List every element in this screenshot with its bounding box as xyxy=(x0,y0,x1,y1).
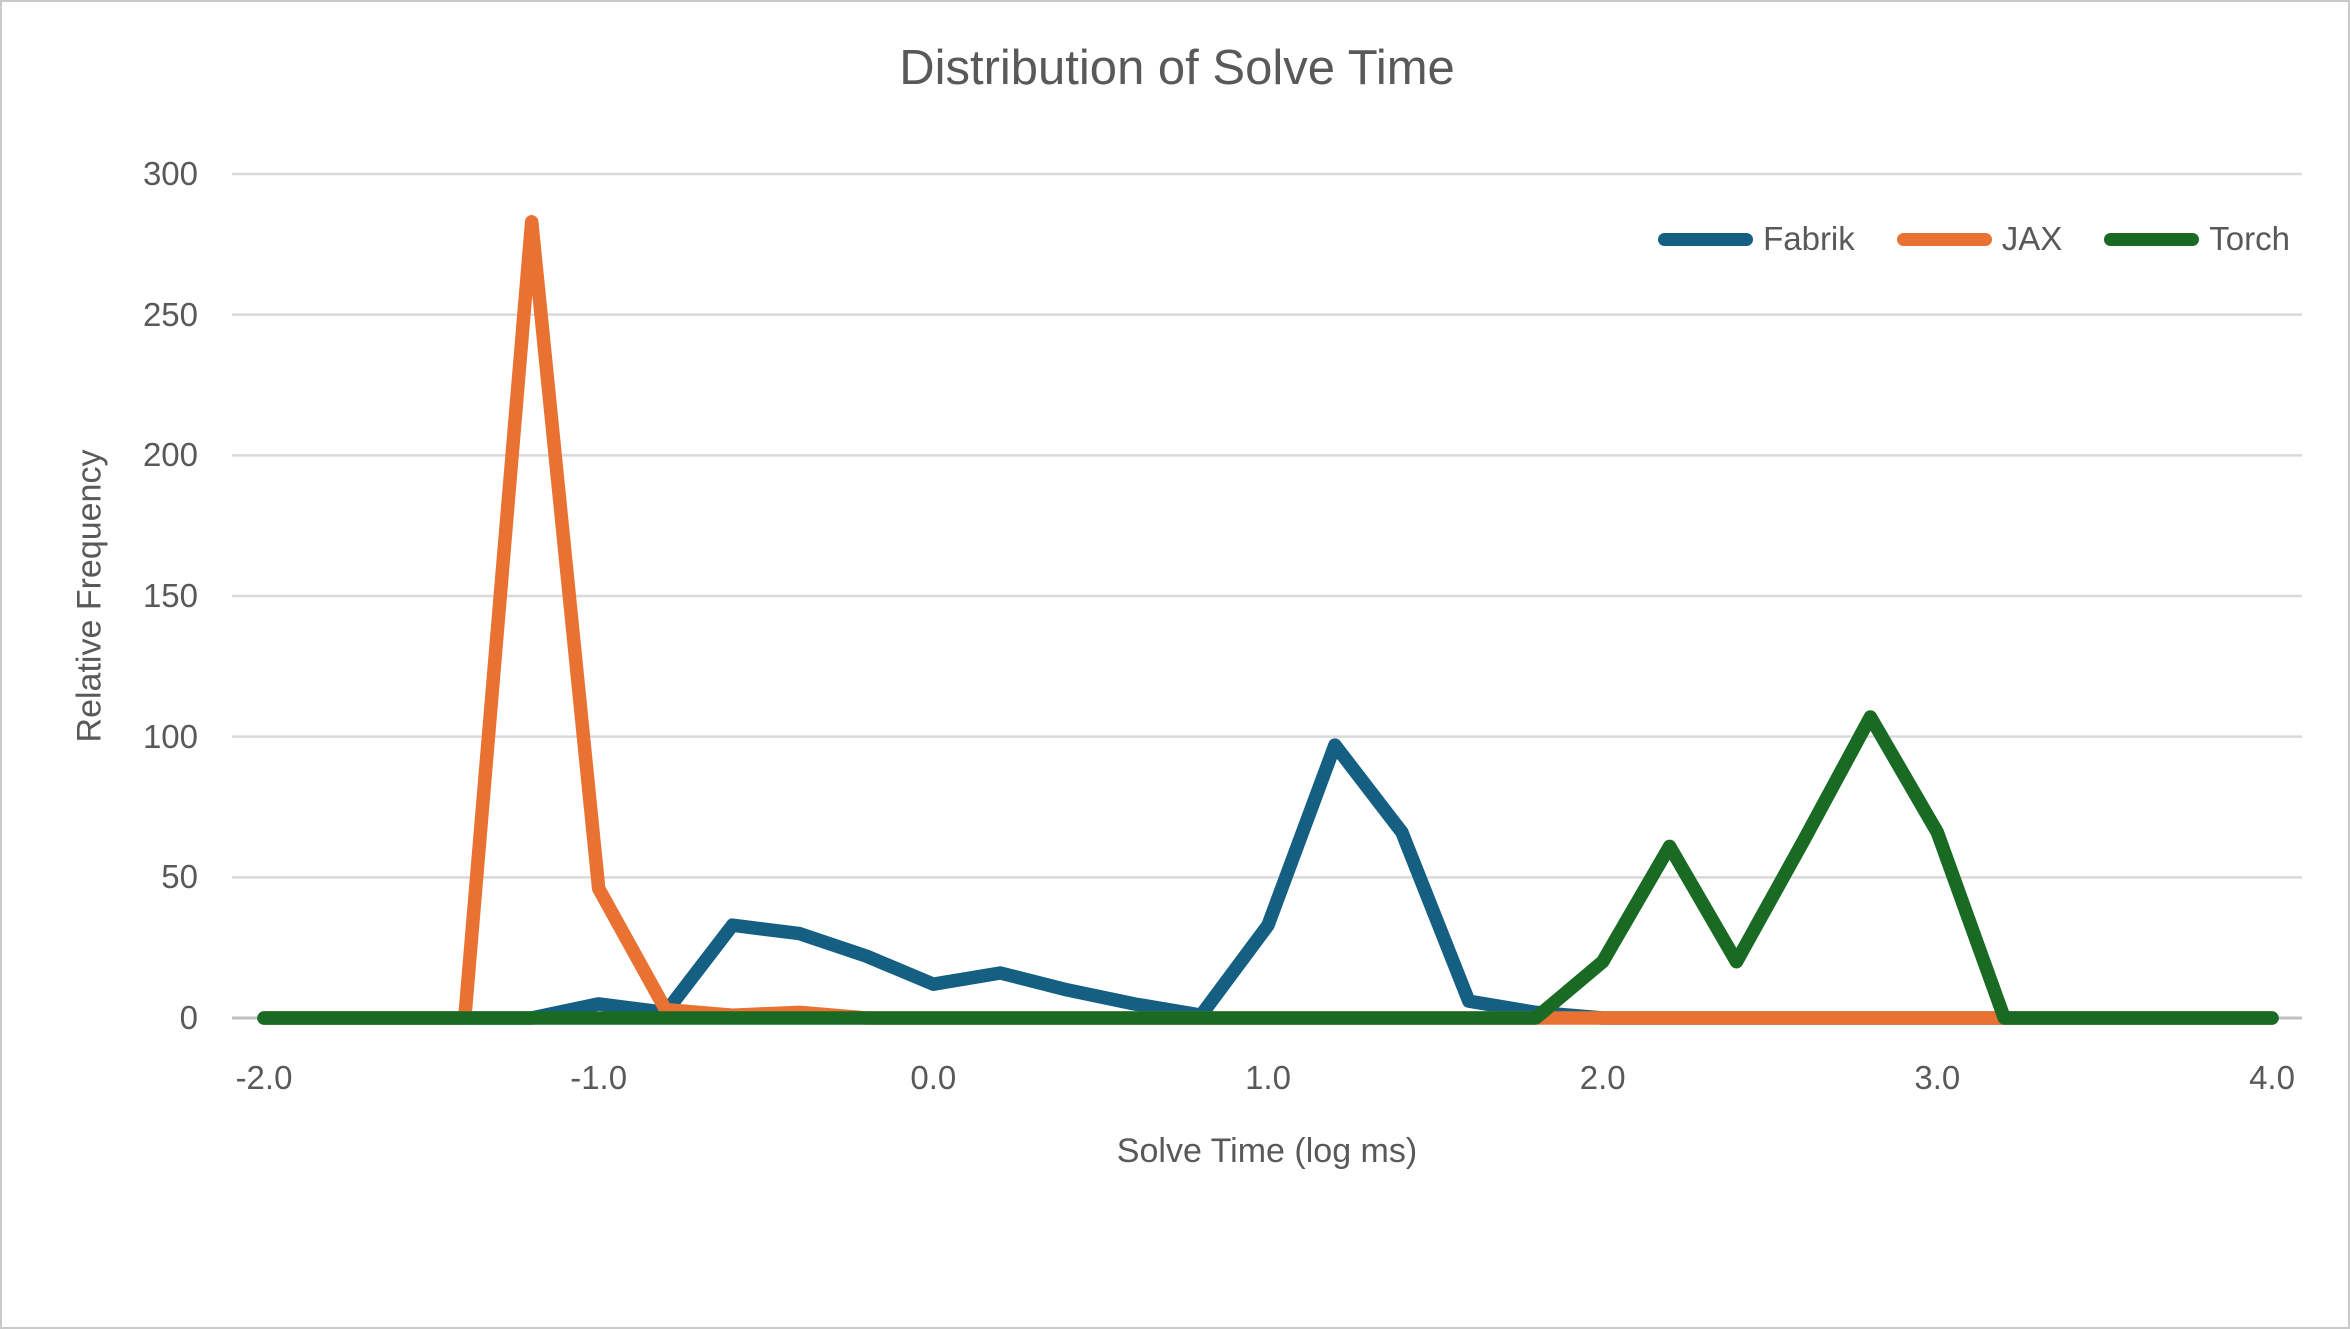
y-tick-label: 250 xyxy=(142,295,198,333)
x-tick-label: 3.0 xyxy=(1914,1059,1961,1096)
jax-line-swatch-icon xyxy=(1896,232,1992,246)
legend-label-fabrik: Fabrik xyxy=(1763,220,1855,257)
x-tick-label: 0.0 xyxy=(910,1059,957,1096)
legend-item-torch: Torch xyxy=(2104,220,2290,258)
legend-label-jax: JAX xyxy=(2001,220,2063,257)
x-tick-label: 1.0 xyxy=(1245,1059,1291,1096)
x-tick-label: 4.0 xyxy=(2249,1059,2295,1096)
series-line-fabrik xyxy=(257,738,2279,1025)
y-tick-label: 50 xyxy=(161,858,198,896)
series-line-torch xyxy=(257,710,2279,1025)
legend: Fabrik JAX Torch xyxy=(1658,219,2290,259)
fabrik-line-swatch-icon xyxy=(1658,232,1754,246)
x-tick-label: -1.0 xyxy=(570,1059,628,1096)
legend-item-jax: JAX xyxy=(1896,220,2063,258)
y-tick-label: 150 xyxy=(142,577,198,614)
y-tick-label: 0 xyxy=(179,999,198,1036)
x-tick-label: -2.0 xyxy=(235,1059,293,1096)
torch-line-swatch-icon xyxy=(2104,232,2200,246)
chart-title: Distribution of Solve Time xyxy=(899,41,1455,95)
series-line-jax xyxy=(257,215,2279,1025)
x-tick-label: 2.0 xyxy=(1579,1059,1626,1096)
y-tick-label: 100 xyxy=(142,717,198,755)
x-axis-title: Solve Time (log ms) xyxy=(1116,1132,1418,1170)
y-tick-label: 200 xyxy=(142,436,198,474)
y-tick-label: 300 xyxy=(142,155,198,192)
legend-label-torch: Torch xyxy=(2209,220,2290,257)
legend-item-fabrik: Fabrik xyxy=(1658,220,1855,258)
